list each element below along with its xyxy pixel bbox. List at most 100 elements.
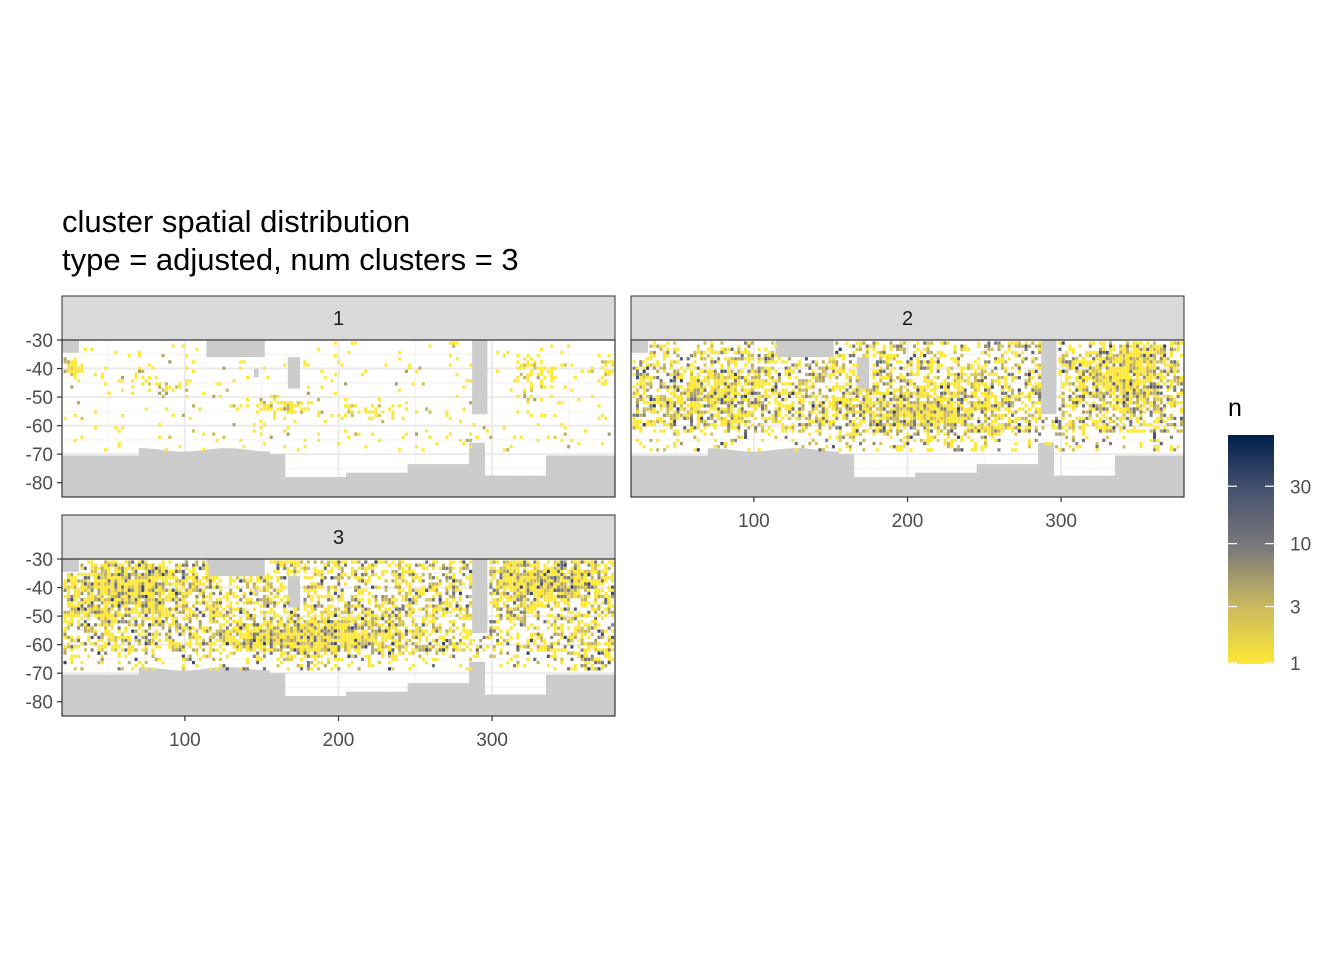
heat-cell bbox=[879, 416, 883, 421]
heat-cell bbox=[1115, 357, 1119, 361]
heat-cell bbox=[791, 391, 795, 395]
heat-cell bbox=[445, 410, 449, 414]
heat-cell bbox=[767, 353, 771, 358]
heat-cell bbox=[798, 391, 802, 395]
land-cell bbox=[192, 451, 195, 497]
land-cell bbox=[386, 472, 389, 497]
land-cell bbox=[181, 670, 184, 716]
land-cell bbox=[396, 472, 400, 497]
heat-cell bbox=[983, 435, 988, 439]
land-cell bbox=[138, 667, 141, 716]
heat-cell bbox=[1027, 419, 1031, 424]
heat-cell bbox=[980, 379, 984, 383]
heat-cell bbox=[825, 419, 829, 424]
heat-cell bbox=[693, 391, 697, 395]
land-cell bbox=[286, 477, 289, 497]
heat-cell bbox=[1112, 391, 1116, 395]
heat-cell bbox=[713, 438, 717, 443]
heat-cell bbox=[489, 435, 493, 439]
heat-cell bbox=[175, 385, 179, 389]
land-cell bbox=[559, 674, 562, 716]
heat-cell bbox=[1149, 375, 1153, 380]
land-cell bbox=[355, 691, 358, 716]
heat-cell bbox=[134, 563, 138, 567]
land-cell bbox=[98, 674, 102, 716]
heat-cell bbox=[1132, 360, 1136, 364]
heat-cell bbox=[956, 397, 961, 402]
heat-cell bbox=[808, 432, 812, 436]
heat-cell bbox=[801, 423, 805, 427]
heat-cell bbox=[1102, 404, 1106, 408]
land-cell bbox=[169, 669, 172, 716]
land-cell bbox=[409, 464, 412, 497]
land-cell bbox=[819, 450, 823, 497]
heat-cell bbox=[889, 435, 893, 439]
heat-cell bbox=[354, 341, 358, 345]
heat-cell bbox=[523, 566, 527, 571]
heat-cell bbox=[767, 366, 771, 370]
heat-cell bbox=[489, 572, 493, 577]
land-cell bbox=[510, 694, 513, 716]
heat-cell bbox=[553, 560, 557, 564]
heat-cell bbox=[516, 379, 520, 383]
heat-cell bbox=[465, 379, 469, 383]
heat-cell bbox=[848, 407, 852, 411]
land-cell bbox=[284, 477, 287, 497]
heat-cell bbox=[540, 360, 544, 364]
land-cell bbox=[1073, 475, 1076, 497]
heat-cell bbox=[679, 407, 683, 411]
land-cell bbox=[154, 449, 157, 497]
land-cell bbox=[109, 455, 112, 497]
heat-cell bbox=[646, 423, 650, 427]
land-cell bbox=[450, 683, 453, 716]
heat-cell bbox=[723, 382, 727, 386]
heat-cell bbox=[798, 385, 802, 389]
heat-cell bbox=[929, 363, 933, 367]
heat-cell bbox=[662, 401, 666, 405]
heat-cell bbox=[1152, 375, 1157, 380]
heat-cell bbox=[1014, 416, 1018, 421]
heat-cell bbox=[1044, 416, 1048, 421]
heat-cell bbox=[896, 375, 900, 380]
heat-cell bbox=[1075, 397, 1079, 402]
heat-cell bbox=[720, 410, 724, 414]
heat-cell bbox=[506, 572, 510, 577]
heat-cell bbox=[983, 375, 988, 380]
heat-cell bbox=[185, 563, 189, 567]
heat-cell bbox=[933, 388, 937, 392]
land-cell bbox=[332, 696, 335, 716]
land-cell bbox=[746, 451, 749, 497]
heat-cell bbox=[1102, 438, 1106, 443]
heat-cell bbox=[1034, 382, 1038, 386]
heat-cell bbox=[777, 357, 781, 361]
heat-cell bbox=[730, 419, 734, 424]
heat-cell bbox=[946, 429, 950, 433]
land-cell bbox=[533, 475, 536, 497]
heat-cell bbox=[689, 375, 694, 380]
heat-cell bbox=[262, 423, 266, 427]
heat-cell bbox=[744, 357, 748, 361]
land-cell bbox=[134, 455, 137, 497]
land-cell bbox=[984, 464, 987, 497]
land-cell bbox=[375, 472, 378, 497]
land-cell bbox=[191, 451, 194, 497]
heat-cell bbox=[1159, 353, 1163, 358]
heat-cell bbox=[879, 419, 883, 424]
heat-cell bbox=[936, 419, 940, 424]
heat-cell bbox=[666, 413, 670, 417]
heat-cell bbox=[798, 429, 802, 433]
heat-cell bbox=[642, 382, 646, 386]
heat-cell bbox=[1122, 369, 1126, 373]
heat-cell bbox=[1159, 407, 1163, 411]
land-cell bbox=[464, 464, 467, 497]
heat-cell bbox=[1105, 357, 1109, 361]
land-cell bbox=[462, 683, 466, 716]
heat-cell bbox=[852, 432, 856, 436]
heat-cell bbox=[1176, 401, 1180, 405]
land-cell bbox=[919, 472, 922, 497]
land-cell bbox=[528, 475, 532, 497]
heat-cell bbox=[333, 560, 337, 564]
heat-cell bbox=[946, 397, 950, 402]
heat-cell bbox=[855, 397, 859, 402]
heat-cell bbox=[1142, 379, 1146, 383]
